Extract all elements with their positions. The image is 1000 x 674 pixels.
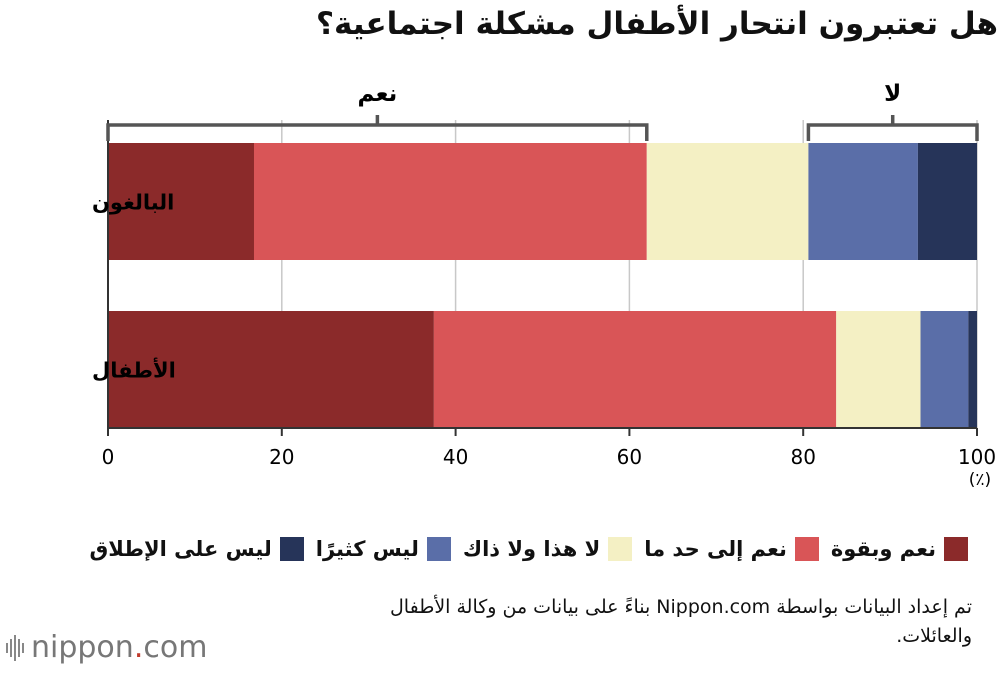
bar-segment: [808, 143, 918, 260]
bar-segment: [968, 311, 977, 428]
legend-label: نعم وبقوة: [830, 537, 936, 561]
legend-item: نعم إلى حد ما: [644, 537, 819, 561]
x-unit-label: (٪): [969, 470, 991, 490]
bracket: [806, 115, 979, 141]
bar-segment: [646, 143, 809, 260]
bar-segment: [920, 311, 969, 428]
bar-segment: [836, 311, 921, 428]
legend-label: ليس على الإطلاق: [89, 537, 272, 561]
bar-segment: [108, 143, 254, 260]
logo-name: nippon: [31, 630, 134, 665]
legend-swatch: [794, 537, 819, 561]
legend: نعم وبقوة نعم إلى حد ما لا هذا ولا ذاك ليس …: [90, 537, 968, 561]
logo-dot: .: [133, 630, 144, 665]
bars: [108, 143, 977, 428]
bar-segment: [433, 311, 837, 428]
legend-swatch: [279, 537, 304, 561]
x-tick-label: 0: [102, 445, 115, 469]
x-tick-label: 80: [790, 445, 815, 469]
legend-swatch: [944, 537, 968, 561]
bracket: [106, 115, 649, 141]
category-label: الأطفال: [92, 357, 176, 383]
legend-item: نعم وبقوة: [831, 537, 968, 561]
bracket-label: نعم: [358, 81, 398, 107]
logo-bars-icon: [6, 634, 24, 661]
source-note: تم إعداد البيانات بواسطة Nippon.com بناء…: [390, 596, 972, 647]
x-tick-label: 100: [958, 445, 996, 469]
legend-item: ليس كثيرًا: [316, 537, 451, 561]
legend-label: نعم إلى حد ما: [644, 537, 787, 561]
bar-segment: [917, 143, 977, 260]
bar-segment: [253, 143, 647, 260]
legend-swatch: [426, 537, 451, 561]
category-label: البالغون: [92, 191, 174, 215]
x-tick-label: 20: [269, 445, 294, 469]
legend-item: ليس على الإطلاق: [90, 537, 304, 561]
logo-suffix: com: [143, 630, 208, 665]
brackets: نعم لا: [106, 81, 979, 141]
x-tick-label: 60: [617, 445, 642, 469]
stacked-bar-chart: 0 20 40 60 80 100(٪) البالغون الأطفال نعم لا: [92, 81, 996, 490]
category-labels: البالغون الأطفال: [92, 191, 176, 383]
x-axis: 0 20 40 60 80 100(٪): [102, 120, 996, 490]
legend-label: لا هذا ولا ذاك: [462, 537, 601, 561]
x-tick-label: 40: [443, 445, 468, 469]
legend-swatch: [608, 537, 633, 561]
legend-label: ليس كثيرًا: [315, 537, 419, 561]
chart-title: هل تعتبرون انتحار الأطفال مشكلة اجتماعية…: [316, 6, 998, 42]
nippon-logo: nippon.com: [6, 630, 207, 665]
bracket-label: لا: [884, 81, 901, 107]
bar-segment: [108, 311, 434, 428]
legend-item: لا هذا ولا ذاك: [462, 537, 633, 561]
